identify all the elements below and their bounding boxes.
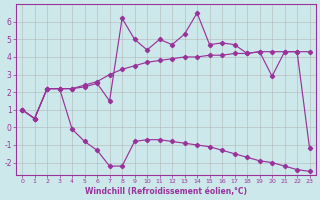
X-axis label: Windchill (Refroidissement éolien,°C): Windchill (Refroidissement éolien,°C) — [85, 187, 247, 196]
